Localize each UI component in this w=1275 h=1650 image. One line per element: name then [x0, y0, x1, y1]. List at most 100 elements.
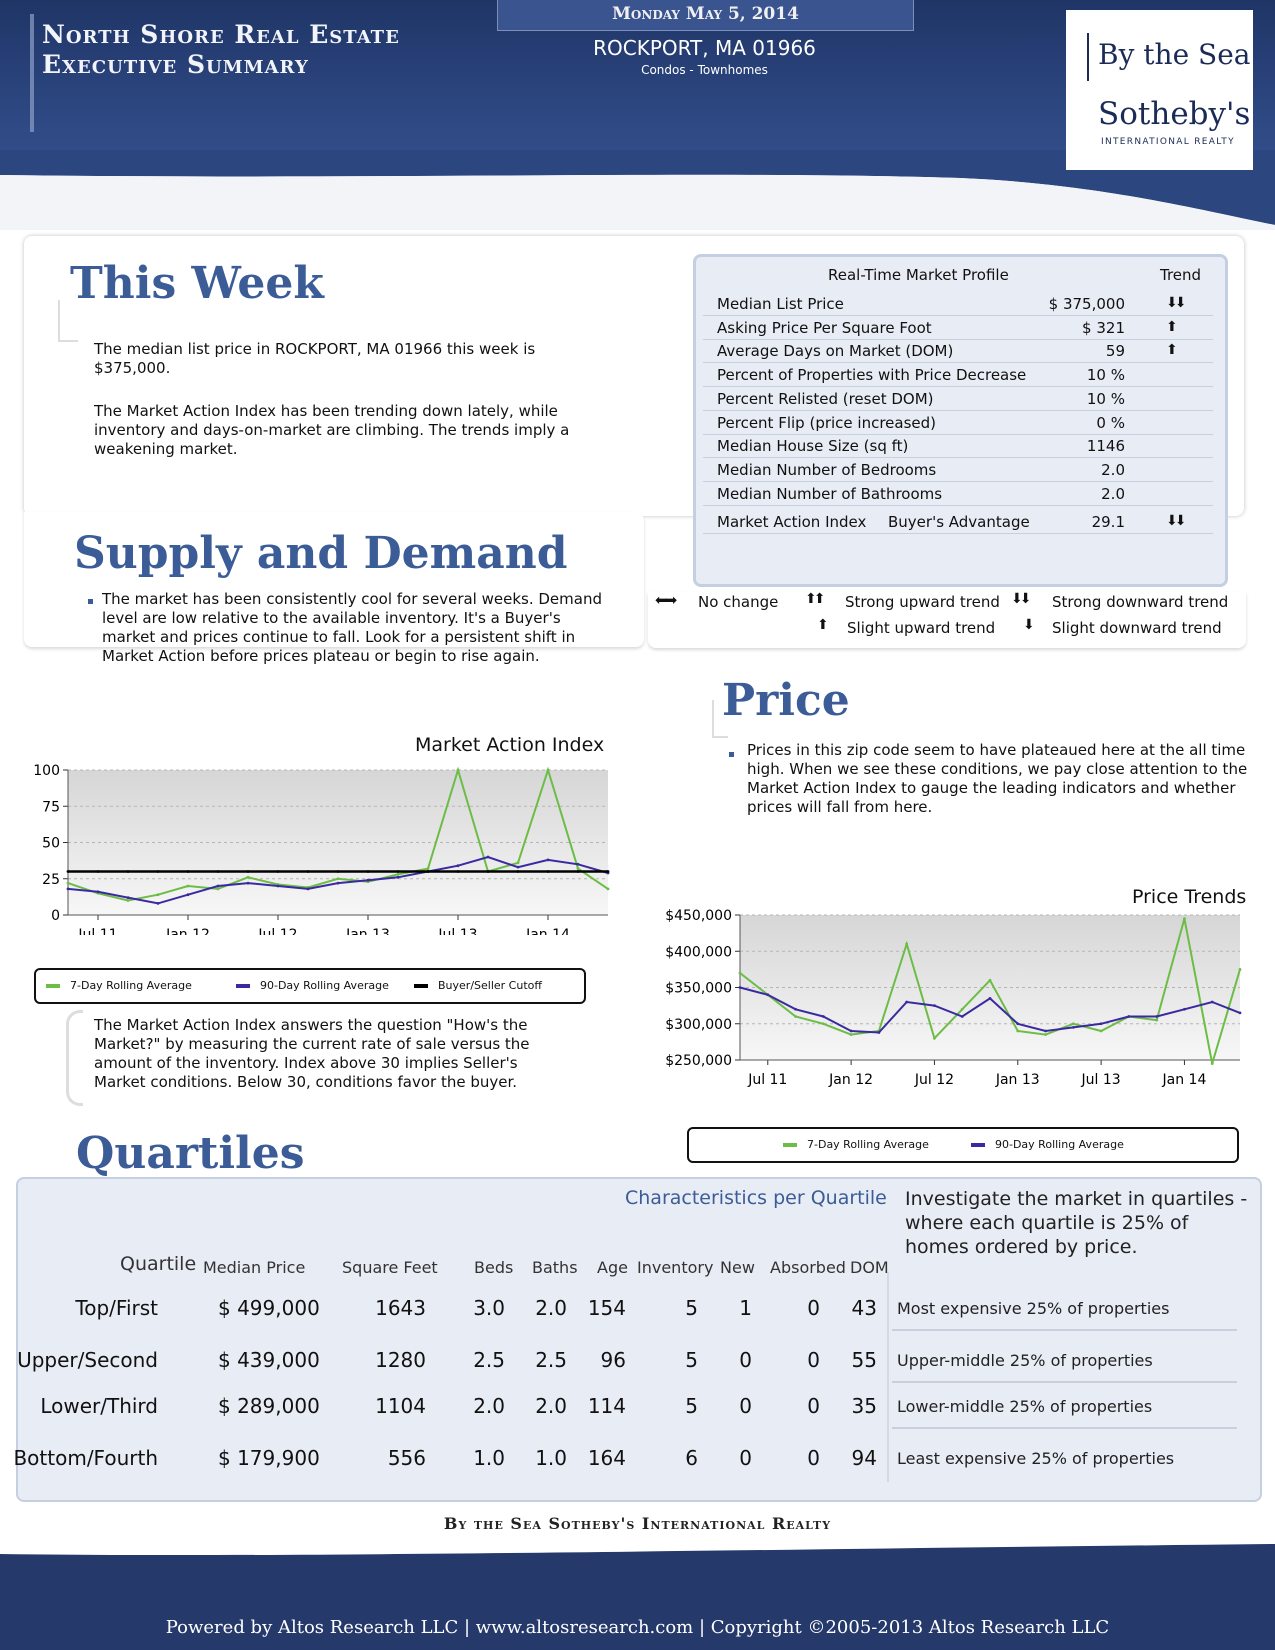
quartile-age: 164 — [587, 1446, 626, 1470]
data-point — [486, 855, 490, 859]
supply-demand-panel — [24, 512, 644, 647]
profile-row-value: $ 375,000 — [1048, 295, 1125, 313]
profile-row-value: 59 — [1105, 342, 1125, 361]
no-change-label: No change — [698, 593, 779, 611]
data-point — [276, 870, 280, 873]
quartile-row-separator — [892, 1427, 1237, 1429]
data-point — [1183, 1007, 1186, 1011]
profile-row-value: 0 % — [1096, 413, 1125, 432]
data-point — [426, 870, 430, 873]
data-point — [396, 875, 400, 879]
data-point — [516, 861, 520, 865]
data-point — [1016, 1029, 1020, 1033]
profile-row-value: 2.0 — [1101, 460, 1125, 479]
profile-row: Percent Flip (price increased) 0 % — [703, 411, 1213, 435]
data-point — [66, 870, 70, 873]
header-accent-bar — [30, 14, 34, 132]
footer-band — [0, 1555, 1275, 1650]
x-tick-label: Jan 13 — [345, 927, 390, 935]
x-tick-label: Jan 12 — [165, 927, 210, 935]
quartile-baths: 1.0 — [535, 1446, 567, 1470]
y-tick-label: $250,000 — [665, 1053, 732, 1069]
y-tick-label: 0 — [51, 908, 60, 924]
data-point — [186, 893, 190, 897]
y-tick-label: 75 — [42, 799, 60, 815]
quartile-inv: 5 — [685, 1296, 698, 1320]
price-chart-title: Price Trends — [1132, 886, 1247, 908]
profile-row-value: 1146 — [1086, 437, 1125, 456]
x-tick-label: Jul 13 — [437, 927, 477, 935]
profile-row: Median House Size (sq ft) 1146 — [703, 434, 1213, 459]
y-tick-label: $350,000 — [665, 981, 732, 997]
quartile-dom: 43 — [851, 1296, 877, 1320]
data-point — [1238, 1011, 1242, 1015]
quartile-name: Upper/Second — [17, 1348, 158, 1372]
quartiles-title: Quartiles — [76, 1128, 305, 1179]
data-point — [606, 870, 610, 873]
mai-note: The Market Action Index answers the ques… — [94, 1016, 530, 1091]
strong-downward-label: Strong downward trend — [1052, 593, 1229, 611]
data-point — [794, 1007, 797, 1011]
profile-row: Asking Price Per Square Foot $ 321 ⬆ — [703, 316, 1213, 340]
profile-row-value: 10 % — [1086, 366, 1125, 385]
data-point — [396, 873, 400, 876]
data-point — [366, 870, 370, 873]
no-change-icon: ⬅➡ — [655, 591, 677, 609]
data-point — [1071, 1025, 1075, 1029]
profile-row: Percent of Properties with Price Decreas… — [703, 363, 1213, 388]
quartile-column-header: Beds — [474, 1258, 514, 1277]
price-title: Price — [722, 675, 850, 726]
data-point — [486, 870, 490, 873]
profile-row-value: 10 % — [1086, 389, 1125, 408]
quartile-name: Lower/Third — [40, 1394, 158, 1418]
data-point — [1099, 1022, 1103, 1026]
quartile-column-header: Inventory — [637, 1258, 714, 1277]
data-point — [456, 864, 460, 868]
profile-row: Median Number of Bathrooms 2.0 — [703, 482, 1213, 506]
data-point — [96, 890, 100, 894]
quartile-column-header: DOM — [850, 1258, 889, 1277]
data-point — [216, 884, 220, 888]
quartile-column-header: Baths — [532, 1258, 578, 1277]
this-week-paragraph-2: The Market Action Index has been trendin… — [94, 402, 570, 458]
x-tick-label: Jul 12 — [914, 1072, 954, 1088]
report-location: ROCKPORT, MA 01966 — [593, 36, 816, 60]
quartile-inv: 5 — [685, 1348, 698, 1372]
quartile-baths: 2.0 — [535, 1296, 567, 1320]
data-point — [738, 986, 742, 989]
slight-downward-label: Slight downward trend — [1052, 619, 1222, 637]
data-point — [156, 893, 160, 897]
data-point — [516, 870, 520, 873]
data-point — [306, 887, 310, 891]
market-action-index-row: Market Action Index Buyer's Advantage 29… — [703, 510, 1213, 534]
strong-downward-trend-icon: ⬇⬇ — [1166, 513, 1187, 529]
y-tick-label: 25 — [42, 872, 60, 888]
quartile-column-header: Age — [597, 1258, 628, 1277]
y-tick-label: $300,000 — [665, 1017, 732, 1033]
supply-demand-title: Supply and Demand — [74, 528, 568, 579]
data-point — [933, 1004, 936, 1008]
data-point — [246, 881, 250, 885]
data-point — [576, 867, 580, 870]
data-point — [1044, 1033, 1047, 1037]
quartile-name: Bottom/Fourth — [13, 1446, 158, 1470]
data-point — [336, 881, 340, 885]
quartile-baths: 2.5 — [535, 1348, 567, 1372]
x-tick-label: Jan 13 — [995, 1072, 1040, 1088]
data-point — [606, 887, 610, 891]
price-trends-chart: $250,000 $300,000 $350,000 $400,000 $450,000… — [665, 908, 1242, 1088]
header-swoosh — [0, 150, 1275, 230]
legend-7-day: 7-Day Rolling Average — [46, 979, 192, 992]
profile-row: Median Number of Bedrooms 2.0 — [703, 458, 1213, 482]
profile-row-label: Median House Size (sq ft) — [717, 437, 909, 456]
data-point — [738, 971, 742, 975]
data-point — [849, 1029, 853, 1033]
data-point — [546, 858, 550, 862]
data-point — [456, 870, 460, 873]
profile-row-value: $ 321 — [1082, 318, 1125, 337]
quartile-age: 96 — [600, 1348, 626, 1372]
quartile-inv: 5 — [685, 1394, 698, 1418]
data-point — [246, 870, 250, 873]
strong-upward-trend-icon: ⬆⬆ — [805, 591, 826, 607]
data-point — [186, 870, 190, 873]
